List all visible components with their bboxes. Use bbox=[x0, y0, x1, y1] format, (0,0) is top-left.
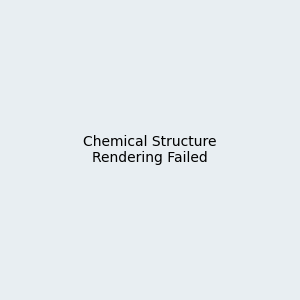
Text: Chemical Structure
Rendering Failed: Chemical Structure Rendering Failed bbox=[83, 135, 217, 165]
